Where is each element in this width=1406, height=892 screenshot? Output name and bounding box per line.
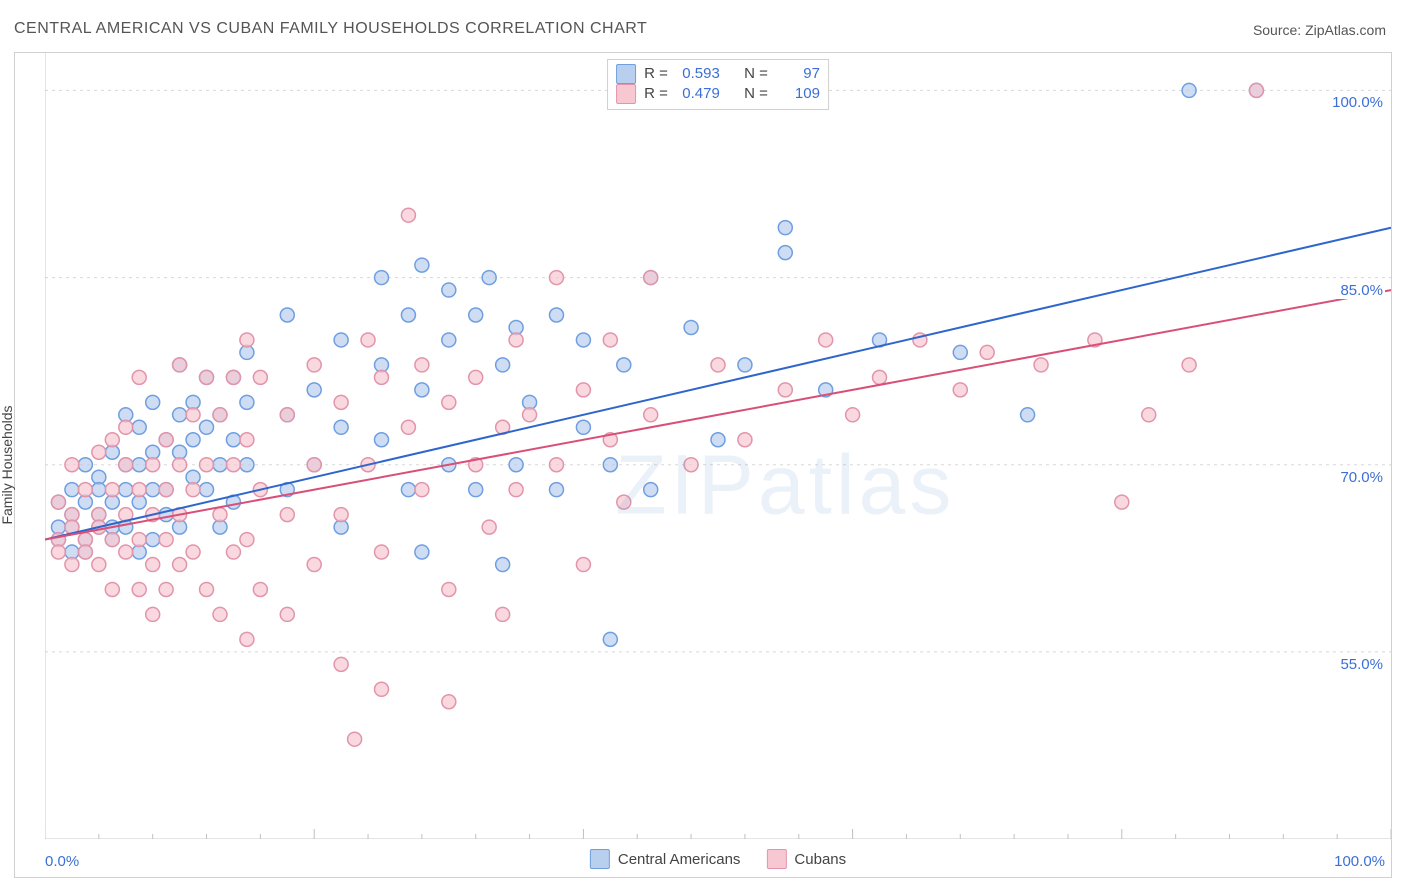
legend-swatch — [766, 849, 786, 869]
x-axis-end-label: 100.0% — [1334, 853, 1385, 870]
legend-label: Cubans — [794, 851, 846, 868]
r-label: R = — [644, 64, 668, 84]
correlation-legend-row: R = 0.479 N = 109 — [616, 84, 820, 104]
y-grid-label: 100.0% — [1330, 94, 1385, 111]
n-value: 97 — [776, 64, 820, 84]
r-value: 0.593 — [676, 64, 720, 84]
r-value: 0.479 — [676, 84, 720, 104]
legend-swatch — [616, 84, 636, 104]
correlation-legend-row: R = 0.593 N = 97 — [616, 64, 820, 84]
y-grid-label: 85.0% — [1338, 282, 1385, 299]
legend-item: Cubans — [766, 849, 846, 869]
y-grid-label: 70.0% — [1338, 469, 1385, 486]
plot-area: R =0.593 N =97R =0.479 N =109 ZIPatlas 5… — [45, 53, 1391, 839]
header: CENTRAL AMERICAN VS CUBAN FAMILY HOUSEHO… — [0, 0, 1406, 48]
y-grid-label: 55.0% — [1338, 656, 1385, 673]
legend-label: Central Americans — [618, 851, 741, 868]
y-axis-label: Family Households — [0, 405, 15, 524]
legend-item: Central Americans — [590, 849, 741, 869]
x-axis: 0.0% Central Americans Cubans 100.0% — [45, 841, 1391, 877]
n-label: N = — [744, 64, 768, 84]
n-value: 109 — [776, 84, 820, 104]
series-legend: Central Americans Cubans — [590, 849, 846, 869]
r-label: R = — [644, 84, 668, 104]
legend-swatch — [616, 64, 636, 84]
correlation-legend: R = 0.593 N = 97 R = 0.479 N = 109 — [607, 59, 829, 110]
chart-container: Family Households R =0.593 N =97R =0.479… — [14, 52, 1392, 878]
source-label: Source: ZipAtlas.com — [1253, 22, 1386, 38]
n-label: N = — [744, 84, 768, 104]
chart-title: CENTRAL AMERICAN VS CUBAN FAMILY HOUSEHO… — [14, 20, 647, 38]
legend-swatch — [590, 849, 610, 869]
x-axis-start-label: 0.0% — [45, 853, 79, 870]
